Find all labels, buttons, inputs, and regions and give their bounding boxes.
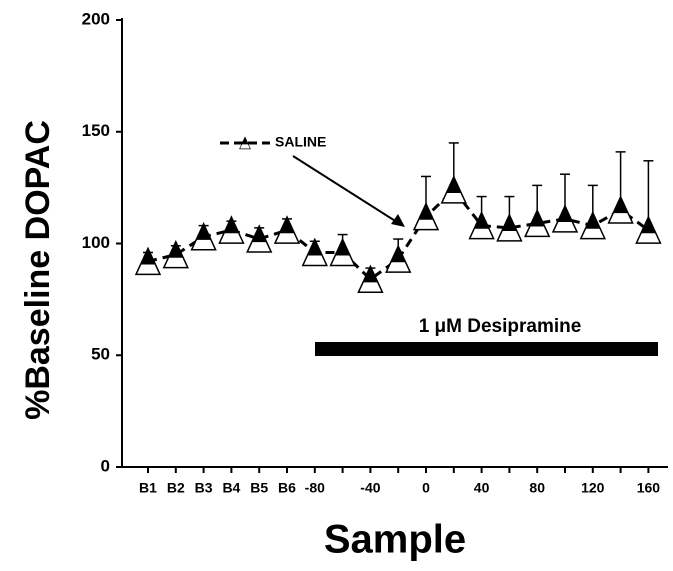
y-tick-label: 150	[82, 121, 110, 140]
x-tick-label: B5	[250, 480, 268, 496]
marker	[440, 175, 467, 204]
marker-fill	[529, 210, 545, 227]
marker-fill	[390, 246, 406, 263]
marker	[468, 210, 495, 240]
x-tick-label: 120	[581, 480, 605, 496]
marker-fill	[196, 223, 212, 240]
marker	[635, 215, 662, 244]
y-tick-label: 100	[82, 233, 110, 252]
marker-fill	[557, 205, 573, 223]
x-tick-label: 80	[529, 480, 545, 496]
marker	[218, 215, 245, 244]
y-tick-label: 50	[91, 345, 110, 364]
annotation: 1 μM Desipramine	[419, 316, 582, 337]
marker-fill	[446, 176, 462, 193]
marker-fill	[640, 217, 656, 234]
marker	[357, 264, 384, 294]
marker	[412, 201, 440, 231]
marker-fill	[168, 241, 184, 258]
marker-fill	[585, 212, 601, 229]
x-tick-label: 160	[637, 480, 661, 496]
marker	[162, 239, 189, 269]
x-tick-label: B1	[139, 480, 157, 496]
marker-fill	[613, 196, 629, 214]
marker-fill	[307, 239, 323, 256]
arrow	[292, 155, 401, 225]
marker	[273, 215, 301, 244]
marker-fill	[279, 217, 295, 234]
marker-fill	[241, 137, 249, 145]
marker	[551, 204, 579, 233]
x-tick-label: B4	[222, 480, 240, 496]
marker-fill	[418, 203, 434, 220]
legend-label: SALINE	[275, 134, 326, 150]
x-tick-label: 0	[422, 480, 430, 496]
x-tick-label: B2	[167, 480, 185, 496]
marker-fill	[362, 266, 378, 283]
marker-fill	[501, 214, 517, 231]
x-tick-label: B3	[195, 480, 213, 496]
x-tick-label: 40	[474, 480, 490, 496]
x-axis-label: Sample	[324, 518, 466, 562]
arrow-head	[391, 214, 405, 227]
marker	[301, 237, 328, 267]
marker-fill	[335, 239, 351, 256]
treatment-bar	[315, 342, 658, 356]
marker	[239, 136, 251, 150]
x-tick-label: B6	[278, 480, 296, 496]
marker	[496, 213, 523, 242]
marker	[607, 195, 634, 224]
marker	[524, 208, 551, 238]
marker	[385, 244, 412, 273]
marker	[134, 246, 162, 276]
marker-fill	[474, 212, 490, 229]
marker-fill	[251, 226, 267, 243]
marker	[246, 224, 273, 253]
marker	[329, 237, 356, 267]
x-tick-label: -80	[305, 480, 325, 496]
marker-fill	[140, 248, 156, 265]
marker-fill	[223, 217, 239, 234]
marker	[579, 210, 606, 240]
y-axis-label: %Baseline DOPAC	[19, 120, 57, 420]
marker	[190, 222, 217, 251]
y-tick-label: 0	[101, 456, 110, 475]
x-tick-label: -40	[360, 480, 380, 496]
y-tick-label: 200	[82, 9, 110, 28]
